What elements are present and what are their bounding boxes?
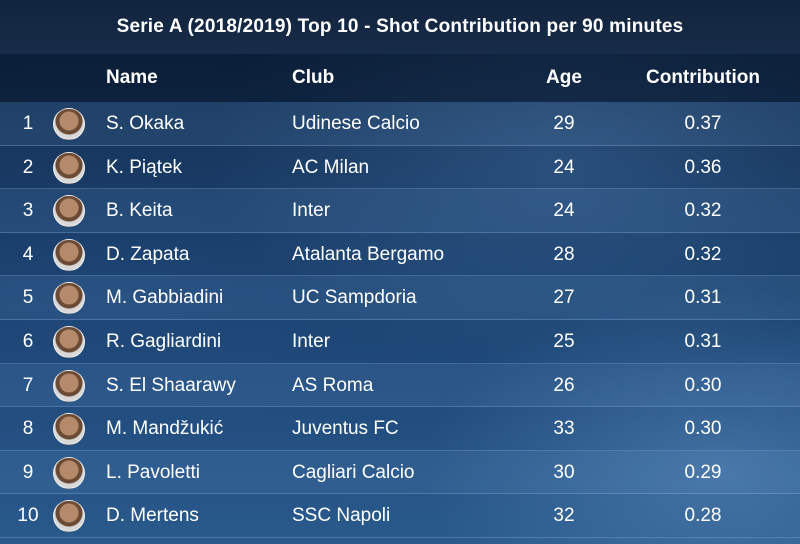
club-name: UC Sampdoria (292, 287, 417, 309)
header-contribution: Contribution (646, 67, 760, 88)
table-row: 7 S. El Shaarawy AS Roma 26 0.30 (0, 363, 800, 408)
rank-cell: 6 (22, 330, 34, 352)
club-name: Inter (292, 330, 331, 352)
player-name: M. Mandžukić (106, 418, 224, 440)
age-value: 27 (553, 287, 575, 309)
age-value: 32 (553, 505, 575, 527)
rank-cell: 1 (22, 113, 34, 134)
rank-cell: 3 (22, 200, 34, 222)
rank-cell: 4 (22, 243, 34, 265)
player-name: R. Gagliardini (106, 330, 222, 352)
player-avatar (53, 238, 85, 271)
player-avatar (53, 456, 85, 489)
age-value: 24 (553, 156, 575, 178)
contribution-value: 0.28 (684, 505, 722, 527)
rank-cell: 8 (22, 418, 34, 440)
header-name: Name (106, 67, 158, 88)
player-name: S. Okaka (106, 113, 185, 134)
player-name: K. Piątek (106, 156, 183, 178)
table-body: 1 S. Okaka Udinese Calcio 29 0.37 2 K. Piątek A… (0, 102, 800, 538)
rank-cell: 2 (22, 156, 34, 178)
contribution-value: 0.37 (684, 113, 722, 134)
table-row: 1 S. Okaka Udinese Calcio 29 0.37 (0, 102, 800, 146)
player-avatar (53, 108, 85, 140)
header-club: Club (292, 67, 335, 88)
player-name: L. Pavoletti (106, 461, 200, 483)
player-avatar (53, 195, 85, 228)
rank-cell: 10 (17, 505, 39, 527)
age-value: 26 (553, 374, 575, 396)
club-name: Atalanta Bergamo (292, 243, 445, 265)
player-name: D. Zapata (106, 243, 190, 265)
table-row: 10 D. Mertens SSC Napoli 32 0.28 (0, 494, 800, 538)
table-header: Name Club Age Contribution (0, 54, 800, 102)
contribution-value: 0.30 (684, 374, 722, 396)
club-name: Cagliari Calcio (292, 461, 415, 483)
age-value: 25 (553, 330, 575, 352)
table-row: 2 K. Piątek AC Milan 24 0.36 (0, 146, 800, 190)
player-avatar (53, 369, 85, 402)
contribution-value: 0.32 (684, 243, 722, 265)
club-name: SSC Napoli (292, 505, 391, 527)
contribution-value: 0.36 (684, 156, 722, 178)
club-name: Inter (292, 200, 331, 222)
player-avatar (53, 282, 85, 315)
club-name: Udinese Calcio (292, 113, 420, 134)
club-name: Juventus FC (292, 418, 399, 440)
contribution-value: 0.30 (684, 418, 722, 440)
contribution-value: 0.31 (684, 287, 722, 309)
table-row: 9 L. Pavoletti Cagliari Calcio 30 0.29 (0, 450, 800, 495)
club-name: AC Milan (292, 156, 370, 178)
player-avatar (53, 500, 85, 533)
player-avatar (53, 151, 85, 184)
rank-cell: 7 (22, 374, 34, 396)
player-avatar (53, 413, 85, 446)
player-name: M. Gabbiadini (106, 287, 224, 309)
table-row: 6 R. Gagliardini Inter 25 0.31 (0, 320, 800, 364)
rank-cell: 5 (22, 287, 34, 309)
player-name: S. El Shaarawy (106, 374, 236, 396)
age-value: 24 (553, 200, 575, 222)
player-avatar (53, 325, 85, 358)
contribution-value: 0.29 (684, 461, 722, 483)
player-name: B. Keita (106, 200, 173, 222)
rank-cell: 9 (22, 461, 34, 483)
table-row: 3 B. Keita Inter 24 0.32 (0, 189, 800, 233)
age-value: 33 (553, 418, 575, 440)
age-value: 29 (553, 113, 575, 134)
age-value: 28 (553, 243, 575, 265)
club-name: AS Roma (292, 374, 374, 396)
table-row: 5 M. Gabbiadini UC Sampdoria 27 0.31 (0, 276, 800, 320)
table-title: Serie A (2018/2019) Top 10 - Shot Contri… (0, 0, 800, 54)
header-age: Age (546, 67, 582, 88)
contribution-value: 0.31 (684, 330, 722, 352)
age-value: 30 (553, 461, 575, 483)
player-name: D. Mertens (106, 505, 199, 527)
contribution-value: 0.32 (684, 200, 722, 222)
table-row: 4 D. Zapata Atalanta Bergamo 28 0.32 (0, 233, 800, 277)
table-row: 8 M. Mandžukić Juventus FC 33 0.30 (0, 407, 800, 451)
